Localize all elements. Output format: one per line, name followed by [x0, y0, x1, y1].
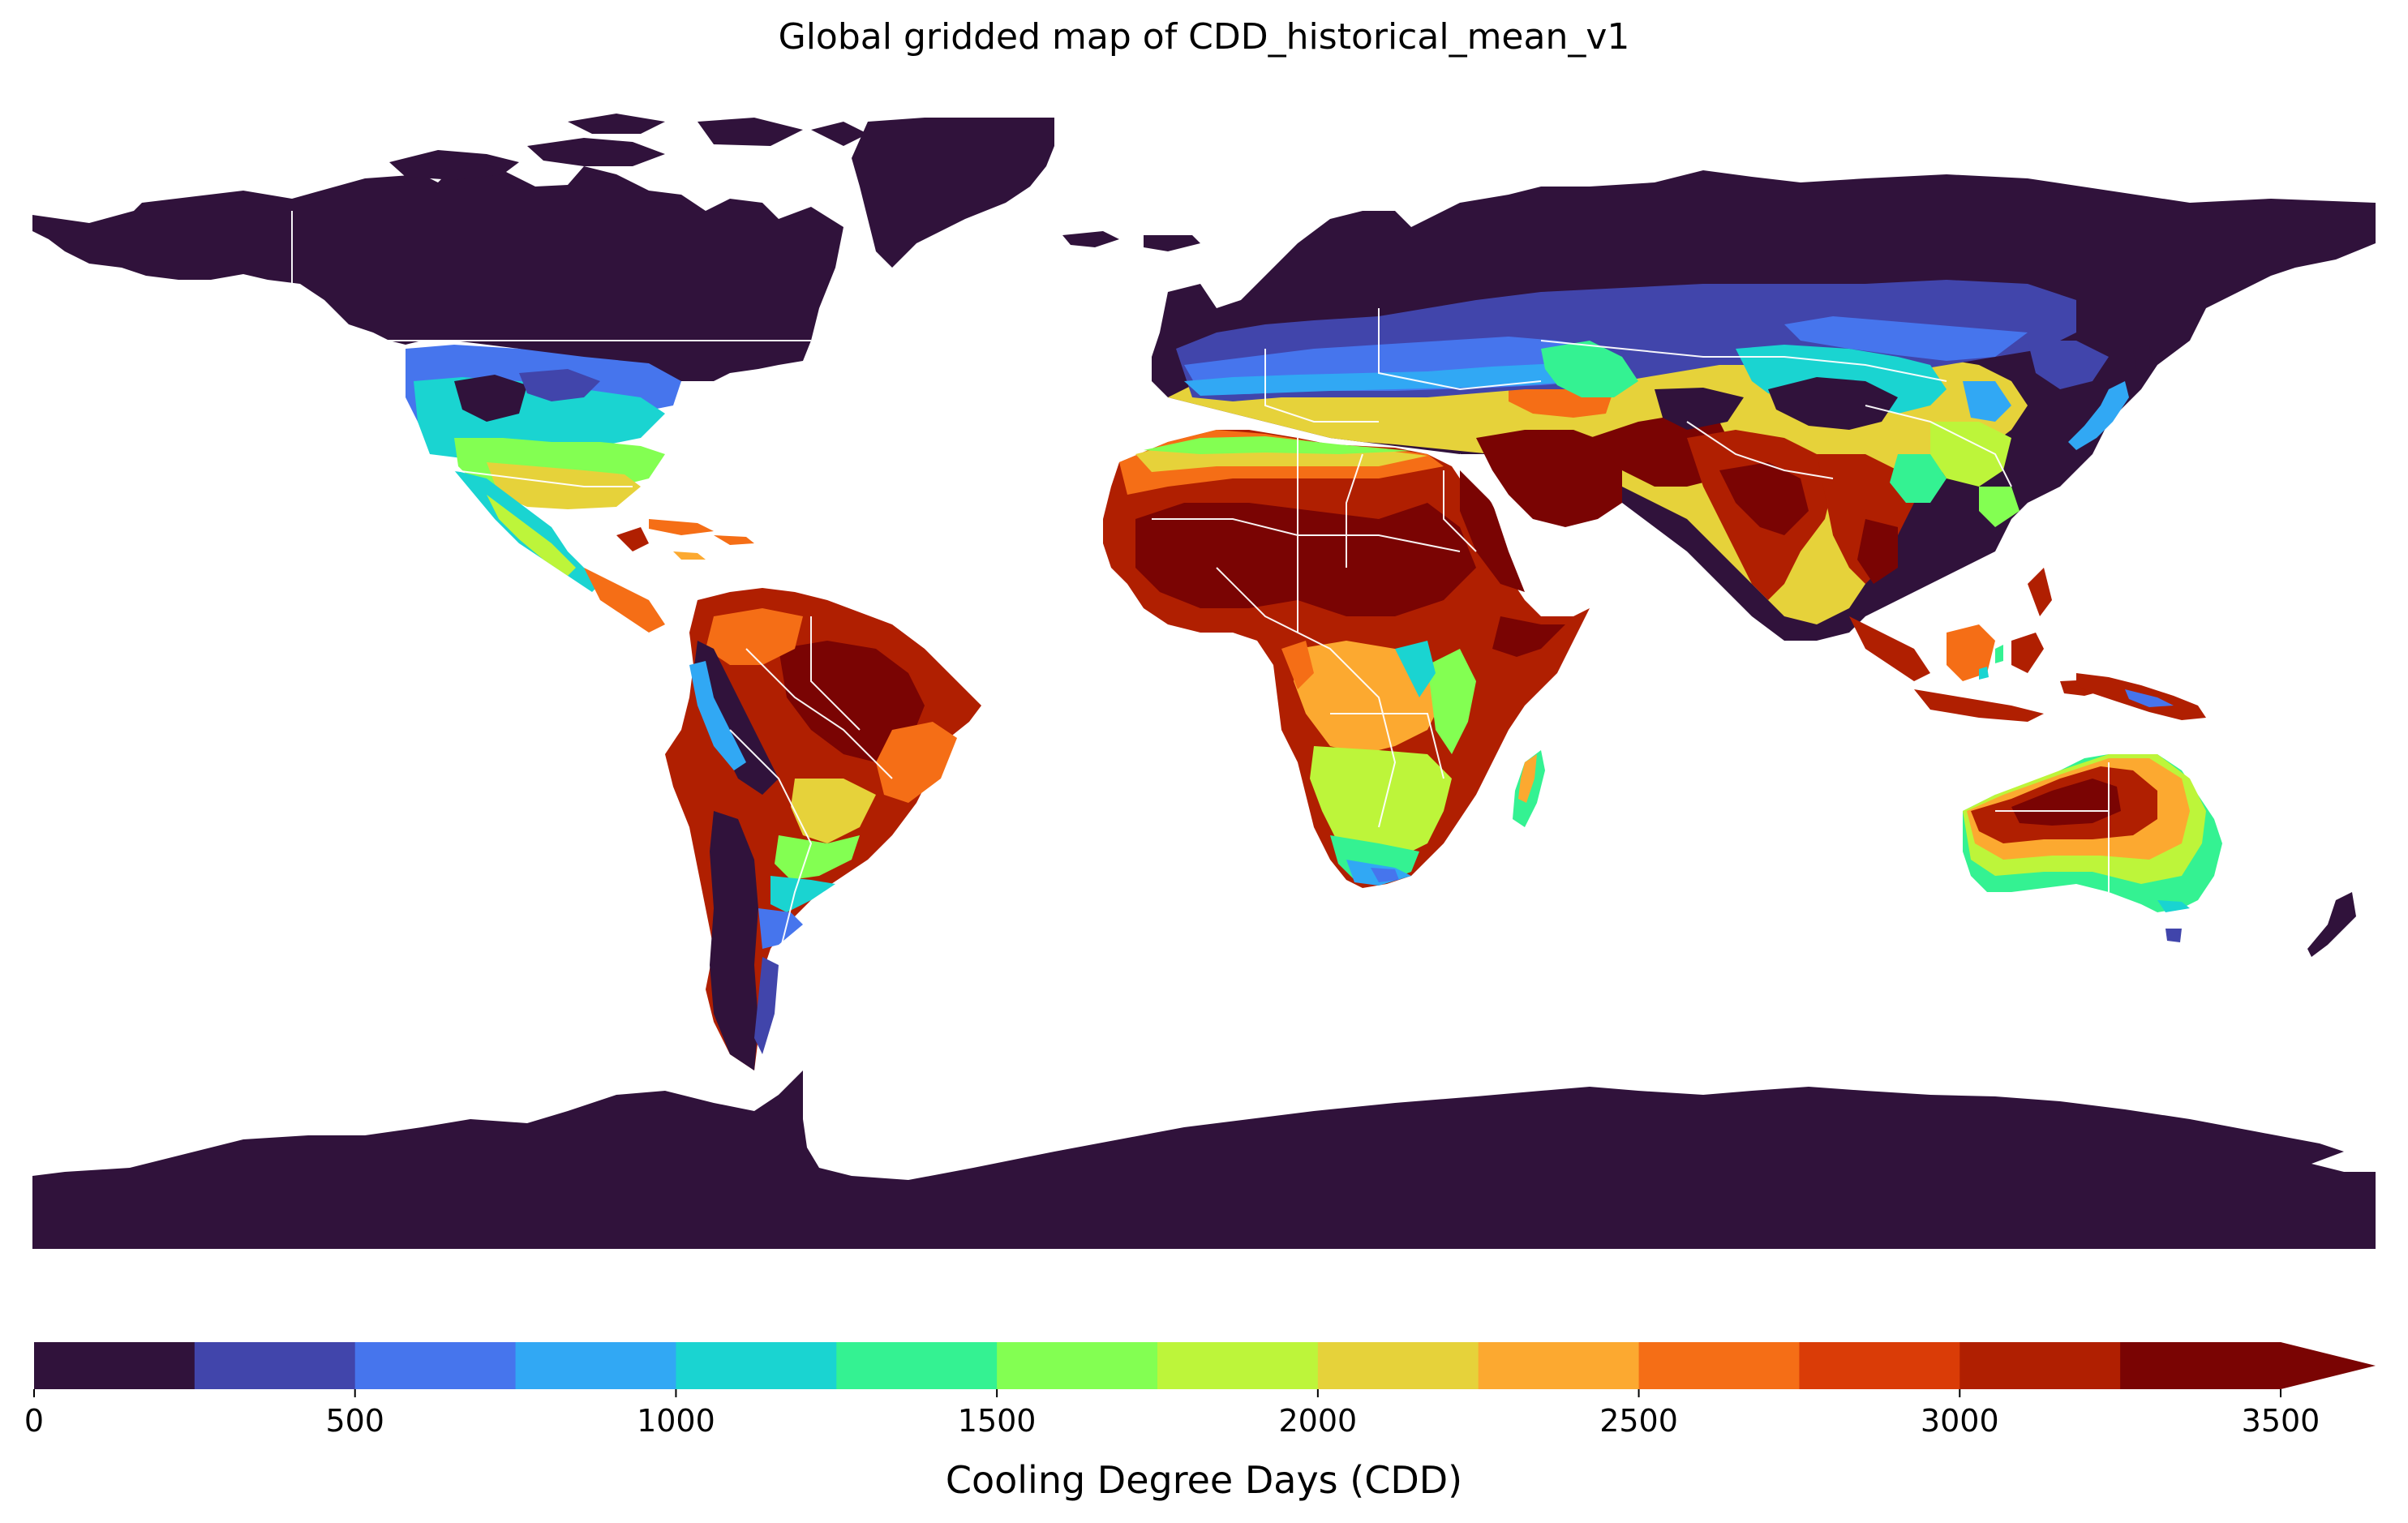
- country-borders: [291, 211, 2110, 958]
- colorbar-swatch: [34, 1342, 195, 1389]
- australia-heat-detail: [1963, 754, 2206, 912]
- cdd-map: [32, 114, 2376, 1249]
- eurasia-temperate-detail: [1176, 280, 2109, 527]
- colorbar-swatch: [1638, 1342, 1801, 1389]
- colorbar-tick-label: 3000: [1921, 1403, 1999, 1439]
- japan-north: [2133, 345, 2153, 373]
- colorbar-label: Cooling Degree Days (CDD): [945, 1458, 1463, 1502]
- colorbar-tick-label: 1500: [958, 1403, 1037, 1439]
- colorbar-swatch: [676, 1342, 837, 1389]
- new-zealand-landmass: [2307, 892, 2356, 957]
- americas-heat-detail: [406, 345, 681, 633]
- tasmania-landmass: [2165, 929, 2182, 942]
- colorbar-extend-arrow: [2281, 1342, 2376, 1389]
- colorbar-tick-label: 0: [24, 1403, 44, 1439]
- colorbar-swatch: [354, 1342, 517, 1389]
- africa-heat-detail: [1119, 430, 1565, 886]
- colorbar-tick-label: 500: [325, 1403, 384, 1439]
- colorbar-swatch: [2120, 1342, 2281, 1389]
- colorbar-swatch: [1959, 1342, 2121, 1389]
- colorbar-swatch: [1157, 1342, 1319, 1389]
- colorbar-tick-label: 3500: [2242, 1403, 2320, 1439]
- colorbar-swatch: [1317, 1342, 1479, 1389]
- japan-landmass: [2068, 381, 2129, 450]
- colorbar-swatch: [836, 1342, 998, 1389]
- page-title: Global gridded map of CDD_historical_mea…: [778, 16, 1630, 58]
- north-america-landmass: [32, 114, 1200, 381]
- colorbar-tick-label: 2500: [1599, 1403, 1678, 1439]
- caribbean-islands: [649, 519, 754, 560]
- southeast-asia-islands: [1849, 568, 2109, 722]
- colorbar-swatch: [194, 1342, 356, 1389]
- antarctica-landmass: [32, 1070, 2376, 1249]
- colorbar-swatch: [515, 1342, 677, 1389]
- new-guinea-highlands: [2125, 689, 2174, 707]
- colorbar-tick-label: 2000: [1278, 1403, 1357, 1439]
- colorbar-tick-label: 1000: [637, 1403, 715, 1439]
- colorbar-swatch: [997, 1342, 1158, 1389]
- madagascar-coast-heat: [1518, 754, 1537, 803]
- colorbar-swatch: [1799, 1342, 1960, 1389]
- colorbar-swatch: [1478, 1342, 1640, 1389]
